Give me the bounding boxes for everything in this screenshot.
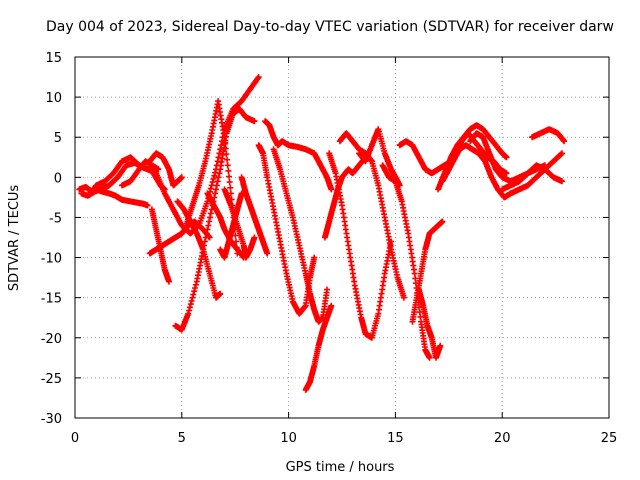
series-sat-t bbox=[326, 150, 395, 341]
y-tick-label: -30 bbox=[41, 412, 62, 427]
y-tick-label: 15 bbox=[45, 51, 62, 66]
series-sat-y bbox=[409, 218, 446, 325]
x-tick-label: 25 bbox=[601, 431, 618, 446]
x-tick-label: 0 bbox=[71, 431, 79, 446]
series-sat-q bbox=[270, 146, 330, 325]
x-tick-label: 10 bbox=[280, 431, 297, 446]
series-sat-h bbox=[172, 106, 258, 333]
grid-lines bbox=[75, 57, 609, 418]
x-tick-label: 5 bbox=[178, 431, 186, 446]
series-sat-d bbox=[119, 158, 162, 189]
y-tick-label: -25 bbox=[41, 372, 62, 387]
series-sat-ac bbox=[443, 142, 565, 201]
series-sat-z bbox=[415, 286, 444, 361]
axis-ticks: 0 5 10 15 20 25 15 10 5 0 -5 -10 -15 -20 -25 -30 bbox=[41, 51, 618, 446]
series-sat-af bbox=[529, 126, 568, 145]
y-tick-label: 10 bbox=[45, 91, 62, 106]
y-axis-label: SDTVAR / TECUs bbox=[7, 185, 22, 292]
x-tick-label: 20 bbox=[494, 431, 511, 446]
series-sat-m bbox=[221, 186, 258, 261]
series-sat-p bbox=[262, 118, 335, 193]
y-tick-label: 5 bbox=[54, 131, 62, 146]
y-tick-label: -5 bbox=[49, 211, 62, 226]
series-sat-r bbox=[302, 302, 335, 393]
series-sat-u bbox=[336, 130, 407, 301]
plot-frame bbox=[74, 56, 610, 419]
y-tick-label: 0 bbox=[54, 171, 62, 186]
series-sat-c bbox=[93, 186, 151, 209]
series-layer bbox=[76, 74, 568, 393]
series-sat-n bbox=[238, 174, 271, 257]
y-tick-label: -15 bbox=[41, 292, 62, 307]
y-tick-label: -10 bbox=[41, 252, 62, 267]
series-sat-e bbox=[146, 150, 185, 189]
x-axis-label: GPS time / hours bbox=[286, 460, 395, 475]
x-tick-label: 15 bbox=[387, 431, 404, 446]
series-sat-aa bbox=[435, 122, 510, 193]
chart-title: Day 004 of 2023, Sidereal Day-to-day VTE… bbox=[46, 19, 614, 35]
series-sat-ae bbox=[499, 162, 565, 193]
y-tick-label: -20 bbox=[41, 332, 62, 347]
